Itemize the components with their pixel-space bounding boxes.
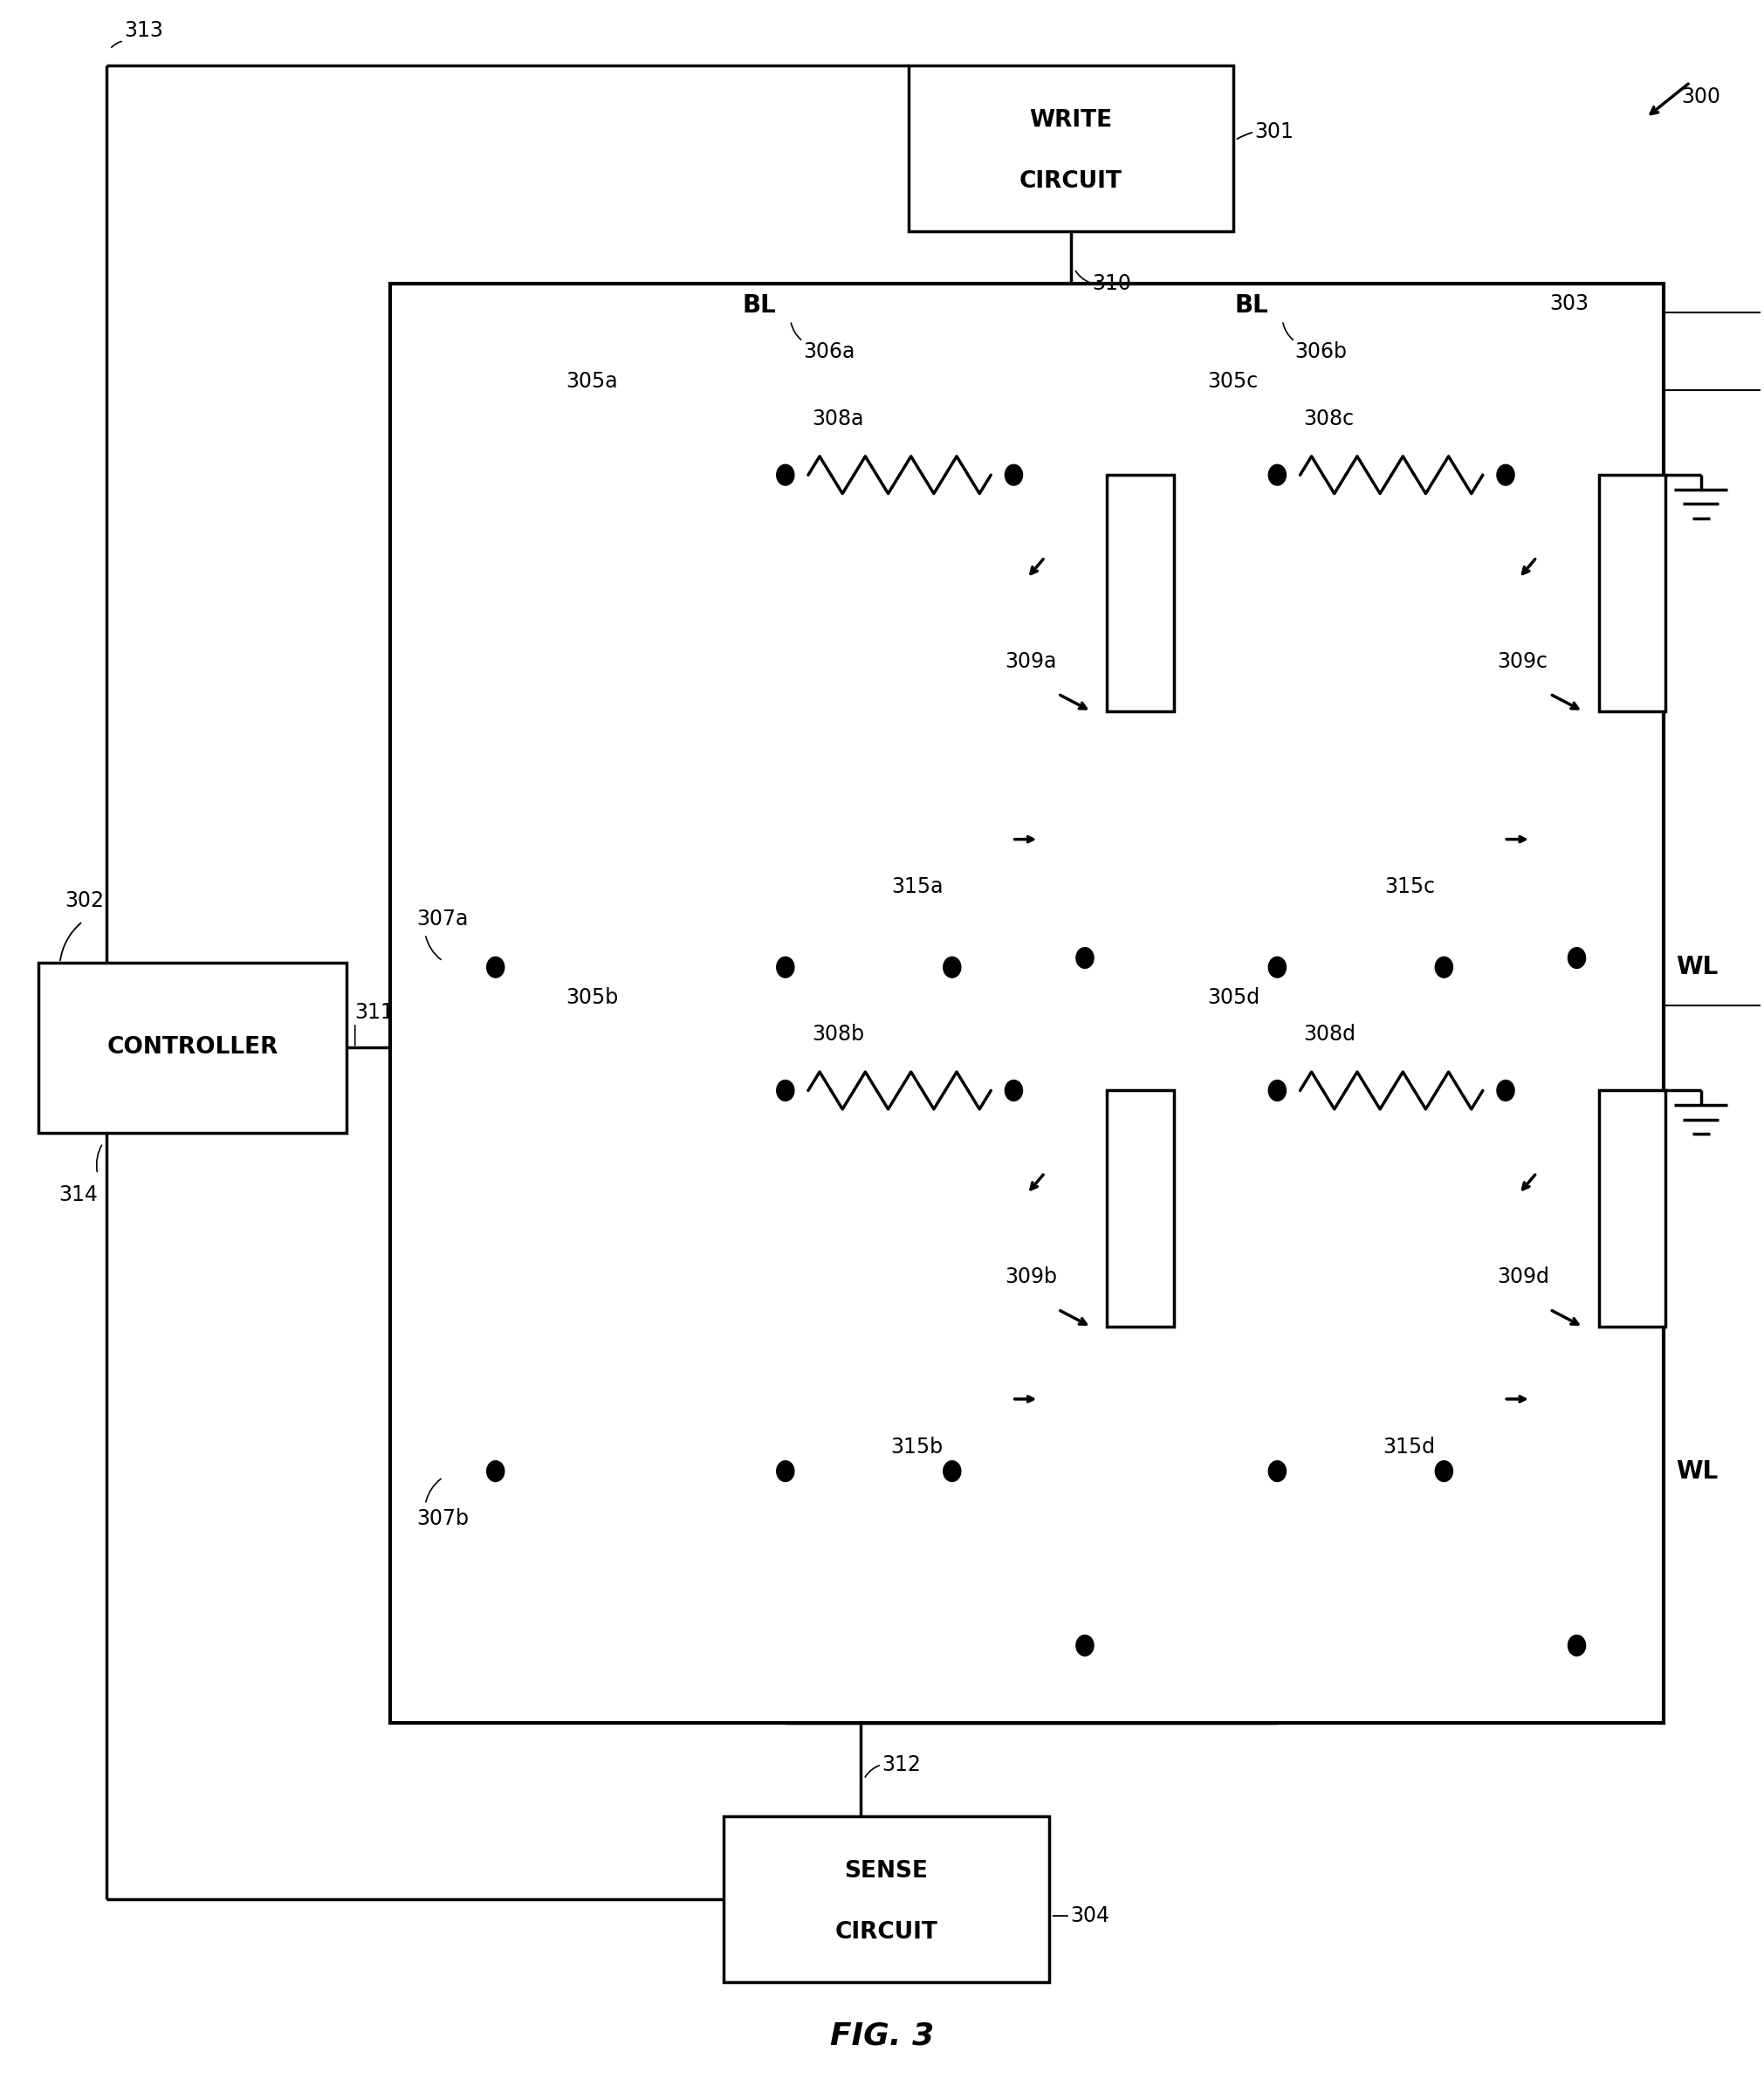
Bar [1598, 474, 1665, 711]
Text: WRITE: WRITE [1030, 108, 1113, 131]
Text: WL: WL [1676, 954, 1718, 979]
Circle shape [776, 1081, 794, 1102]
Circle shape [1268, 464, 1286, 484]
Circle shape [1436, 956, 1454, 977]
Text: 305b: 305b [566, 988, 619, 1008]
Text: 306a: 306a [803, 341, 856, 362]
Text: 309a: 309a [1005, 651, 1057, 672]
Bar [39, 963, 346, 1133]
Circle shape [1498, 1081, 1515, 1102]
Circle shape [944, 956, 961, 977]
Circle shape [487, 956, 505, 977]
Text: 306b: 306b [1295, 341, 1348, 362]
Circle shape [944, 1462, 961, 1482]
Text: 305a: 305a [566, 372, 617, 393]
Text: 309b: 309b [1005, 1266, 1057, 1287]
Text: 315c: 315c [1385, 877, 1436, 898]
Circle shape [776, 956, 794, 977]
Circle shape [1268, 1462, 1286, 1482]
Text: 301: 301 [1254, 121, 1293, 143]
Text: CIRCUIT: CIRCUIT [834, 1921, 938, 1944]
Circle shape [1005, 1081, 1023, 1102]
Bar [723, 1817, 1050, 1981]
Circle shape [1076, 1634, 1094, 1655]
Text: 307a: 307a [416, 909, 467, 929]
Circle shape [1568, 1634, 1586, 1655]
Circle shape [1268, 1081, 1286, 1102]
Text: 307b: 307b [416, 1509, 469, 1530]
Circle shape [1076, 948, 1094, 969]
Text: 314: 314 [58, 1185, 97, 1206]
Text: 315b: 315b [891, 1437, 944, 1457]
Text: 308d: 308d [1304, 1025, 1357, 1046]
Text: 305d: 305d [1207, 988, 1259, 1008]
Text: 304: 304 [1071, 1904, 1110, 1927]
Bar [1598, 1091, 1665, 1326]
Text: 300: 300 [1681, 87, 1720, 108]
Text: CONTROLLER: CONTROLLER [108, 1037, 279, 1058]
Text: 308b: 308b [811, 1025, 864, 1046]
Text: 303: 303 [1549, 293, 1589, 314]
Text: 309d: 309d [1498, 1266, 1549, 1287]
Circle shape [1005, 464, 1023, 484]
Circle shape [1498, 464, 1515, 484]
Text: SENSE: SENSE [845, 1861, 928, 1881]
Circle shape [1268, 956, 1286, 977]
Circle shape [776, 1462, 794, 1482]
Text: CIRCUIT: CIRCUIT [1020, 170, 1122, 193]
Text: 315a: 315a [891, 877, 944, 898]
Text: 309c: 309c [1498, 651, 1547, 672]
Text: 305c: 305c [1207, 372, 1258, 393]
Bar [1108, 474, 1173, 711]
Bar [908, 67, 1233, 231]
Text: 311: 311 [355, 1002, 393, 1023]
Text: FIG. 3: FIG. 3 [829, 2021, 935, 2050]
Text: BL: BL [1235, 293, 1268, 318]
Text: 308a: 308a [811, 407, 864, 430]
Circle shape [776, 464, 794, 484]
Text: 315d: 315d [1383, 1437, 1436, 1457]
Text: 310: 310 [1092, 272, 1131, 293]
Bar [1108, 1091, 1173, 1326]
Circle shape [1436, 1462, 1454, 1482]
Text: 313: 313 [123, 21, 162, 42]
Text: 312: 312 [882, 1755, 921, 1775]
Bar [390, 283, 1663, 1723]
Text: WL: WL [1676, 1459, 1718, 1484]
Circle shape [1568, 948, 1586, 969]
Text: 302: 302 [65, 890, 104, 911]
Circle shape [487, 1462, 505, 1482]
Text: BL: BL [743, 293, 776, 318]
Text: 308c: 308c [1304, 407, 1355, 430]
